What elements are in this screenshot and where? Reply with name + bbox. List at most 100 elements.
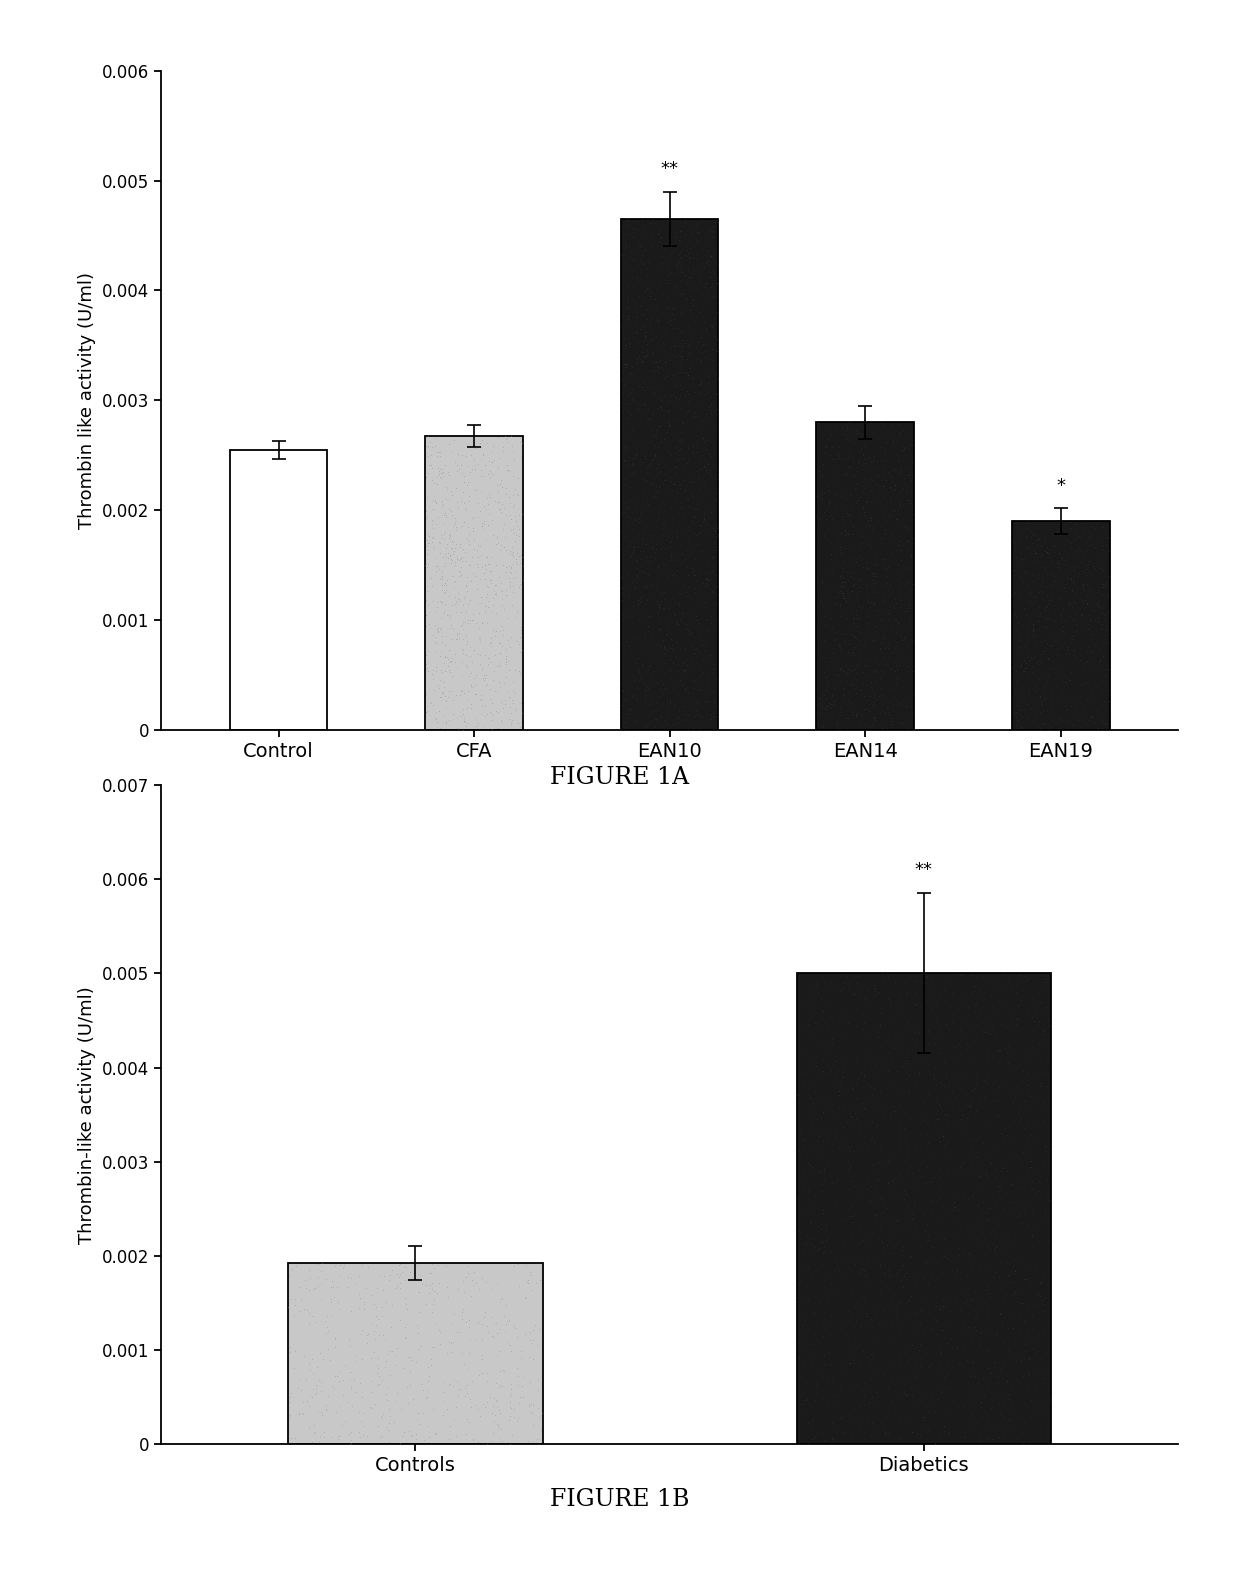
Point bbox=[481, 559, 501, 584]
Point bbox=[665, 295, 684, 320]
Point bbox=[967, 1375, 987, 1400]
Point bbox=[823, 641, 843, 666]
Point bbox=[350, 1424, 370, 1449]
Point bbox=[337, 1275, 357, 1300]
Point bbox=[892, 1038, 911, 1063]
Point bbox=[830, 593, 849, 619]
Point bbox=[1089, 699, 1109, 724]
Point bbox=[642, 667, 662, 692]
Point bbox=[616, 352, 636, 377]
Point bbox=[656, 350, 676, 375]
Point bbox=[815, 1342, 835, 1367]
Point bbox=[962, 1129, 982, 1154]
Point bbox=[897, 708, 916, 733]
Point bbox=[419, 611, 439, 636]
Point bbox=[1097, 582, 1117, 608]
Point bbox=[1097, 524, 1117, 549]
Point bbox=[704, 440, 724, 465]
Point bbox=[640, 286, 660, 311]
Point bbox=[970, 1090, 990, 1115]
Point bbox=[869, 1309, 889, 1334]
Point bbox=[506, 696, 526, 721]
Point bbox=[940, 1298, 960, 1324]
Point bbox=[420, 691, 440, 716]
Point bbox=[673, 609, 693, 634]
Point bbox=[935, 1102, 955, 1127]
Point bbox=[864, 972, 884, 997]
Point bbox=[1017, 1331, 1037, 1356]
Point bbox=[1027, 650, 1047, 675]
Point bbox=[895, 645, 915, 670]
Point bbox=[828, 1058, 848, 1083]
Point bbox=[1094, 603, 1114, 628]
Point bbox=[427, 658, 446, 683]
Point bbox=[435, 644, 455, 669]
Point bbox=[624, 484, 644, 509]
Point bbox=[812, 570, 832, 595]
Point bbox=[880, 1262, 900, 1287]
Point bbox=[684, 276, 704, 301]
Point bbox=[521, 1400, 541, 1426]
Point bbox=[355, 1291, 374, 1316]
Point bbox=[960, 1245, 980, 1270]
Point bbox=[796, 1324, 816, 1349]
Point bbox=[446, 546, 466, 571]
Point bbox=[892, 608, 911, 633]
Point bbox=[480, 630, 500, 655]
Point bbox=[859, 466, 879, 491]
Point bbox=[510, 714, 529, 739]
Point bbox=[897, 477, 916, 502]
Point bbox=[1034, 1019, 1054, 1044]
Point bbox=[873, 681, 893, 706]
Point bbox=[843, 1248, 863, 1273]
Point bbox=[683, 286, 703, 311]
Point bbox=[441, 648, 461, 674]
Point bbox=[847, 458, 867, 484]
Point bbox=[808, 411, 828, 436]
Point bbox=[683, 520, 703, 545]
Point bbox=[486, 600, 506, 625]
Point bbox=[657, 253, 677, 278]
Point bbox=[880, 1105, 900, 1130]
Point bbox=[636, 586, 656, 611]
Point bbox=[423, 1334, 443, 1360]
Point bbox=[637, 264, 657, 289]
Point bbox=[960, 1314, 980, 1339]
Point bbox=[465, 455, 485, 480]
Point bbox=[973, 1383, 993, 1408]
Point bbox=[322, 1424, 342, 1449]
Point bbox=[672, 334, 692, 360]
Point bbox=[822, 560, 842, 586]
Point bbox=[678, 493, 698, 518]
Point bbox=[672, 495, 692, 520]
Point bbox=[490, 446, 510, 471]
Point bbox=[878, 1170, 898, 1195]
Point bbox=[856, 451, 875, 476]
Point bbox=[997, 1369, 1017, 1394]
Point bbox=[362, 1396, 382, 1421]
Point bbox=[848, 449, 868, 474]
Point bbox=[910, 1121, 930, 1146]
Point bbox=[880, 1210, 900, 1236]
Point bbox=[613, 399, 632, 424]
Point bbox=[424, 1256, 444, 1281]
Point bbox=[698, 234, 718, 259]
Point bbox=[691, 537, 711, 562]
Point bbox=[872, 531, 892, 556]
Point bbox=[916, 1248, 936, 1273]
Point bbox=[653, 595, 673, 620]
Point bbox=[1037, 540, 1056, 565]
Point bbox=[1079, 548, 1099, 573]
Point bbox=[418, 433, 438, 458]
Point bbox=[370, 1364, 389, 1389]
Point bbox=[821, 443, 841, 468]
Point bbox=[314, 1419, 334, 1444]
Point bbox=[863, 1182, 883, 1207]
Point bbox=[670, 356, 689, 382]
Point bbox=[458, 1372, 477, 1397]
Point bbox=[707, 703, 727, 728]
Point bbox=[861, 1341, 880, 1366]
Point bbox=[309, 1273, 329, 1298]
Point bbox=[448, 590, 467, 615]
Point bbox=[635, 447, 655, 473]
